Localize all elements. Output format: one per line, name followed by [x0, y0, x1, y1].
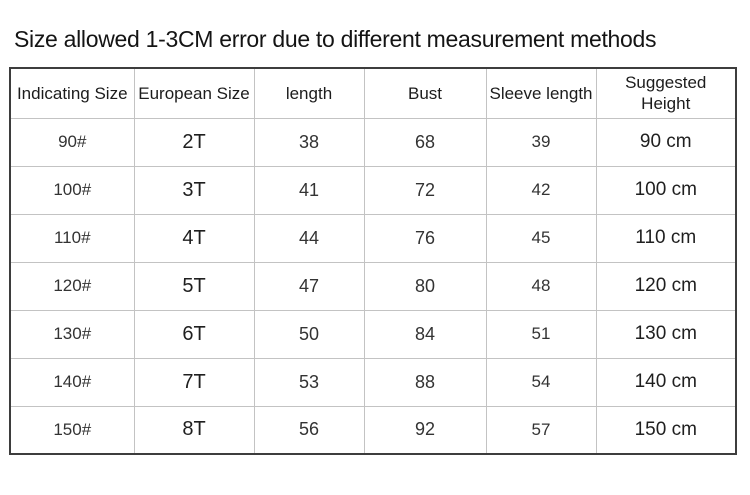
table-row: 140# 7T 53 88 54 140 cm: [9, 357, 737, 407]
table-row: 110# 4T 44 76 45 110 cm: [9, 213, 737, 263]
cell: 68: [363, 117, 487, 167]
cell: 3T: [133, 165, 255, 215]
cell: 2T: [133, 117, 255, 167]
column-header: Suggested Height: [595, 67, 737, 119]
size-chart-table: Indicating Size European Size length Bust Sl…: [9, 67, 737, 455]
cell: 130#: [9, 309, 135, 359]
cell: 90 cm: [595, 117, 737, 167]
cell: 150#: [9, 405, 135, 455]
column-header-label: European Size: [138, 83, 250, 103]
cell: 42: [485, 165, 597, 215]
column-header: length: [253, 67, 365, 119]
cell: 45: [485, 213, 597, 263]
cell: 120#: [9, 261, 135, 311]
cell: 120 cm: [595, 261, 737, 311]
cell: 80: [363, 261, 487, 311]
cell: 50: [253, 309, 365, 359]
table-header-row: Indicating Size European Size length Bust Sl…: [9, 67, 737, 119]
cell: 72: [363, 165, 487, 215]
table-row: 100# 3T 41 72 42 100 cm: [9, 165, 737, 215]
cell: 110 cm: [595, 213, 737, 263]
cell: 140 cm: [595, 357, 737, 407]
cell: 76: [363, 213, 487, 263]
cell: 100#: [9, 165, 135, 215]
column-header-label: length: [285, 83, 333, 103]
table-row: 150# 8T 56 92 57 150 cm: [9, 405, 737, 455]
table-row: 120# 5T 47 80 48 120 cm: [9, 261, 737, 311]
column-header-label: Suggested Height: [625, 73, 707, 114]
cell: 100 cm: [595, 165, 737, 215]
cell: 56: [253, 405, 365, 455]
cell: 92: [363, 405, 487, 455]
cell: 57: [485, 405, 597, 455]
cell: 41: [253, 165, 365, 215]
cell: 6T: [133, 309, 255, 359]
cell: 7T: [133, 357, 255, 407]
cell: 90#: [9, 117, 135, 167]
cell: 47: [253, 261, 365, 311]
cell: 140#: [9, 357, 135, 407]
cell: 110#: [9, 213, 135, 263]
cell: 54: [485, 357, 597, 407]
cell: 4T: [133, 213, 255, 263]
column-header: Bust: [363, 67, 487, 119]
cell: 84: [363, 309, 487, 359]
cell: 44: [253, 213, 365, 263]
cell: 53: [253, 357, 365, 407]
page-title: Size allowed 1-3CM error due to differen…: [14, 26, 657, 52]
column-header-label: Bust: [407, 83, 443, 103]
cell: 150 cm: [595, 405, 737, 455]
cell: 38: [253, 117, 365, 167]
cell: 8T: [133, 405, 255, 455]
column-header-label: Indicating Size: [16, 83, 128, 103]
cell: 48: [485, 261, 597, 311]
column-header: Indicating Size: [9, 67, 135, 119]
column-header: European Size: [133, 67, 255, 119]
cell: 88: [363, 357, 487, 407]
column-header: Sleeve length: [485, 67, 597, 119]
column-header-label: Sleeve length: [489, 83, 593, 103]
cell: 39: [485, 117, 597, 167]
cell: 130 cm: [595, 309, 737, 359]
cell: 5T: [133, 261, 255, 311]
table-row: 130# 6T 50 84 51 130 cm: [9, 309, 737, 359]
table-row: 90# 2T 38 68 39 90 cm: [9, 117, 737, 167]
cell: 51: [485, 309, 597, 359]
